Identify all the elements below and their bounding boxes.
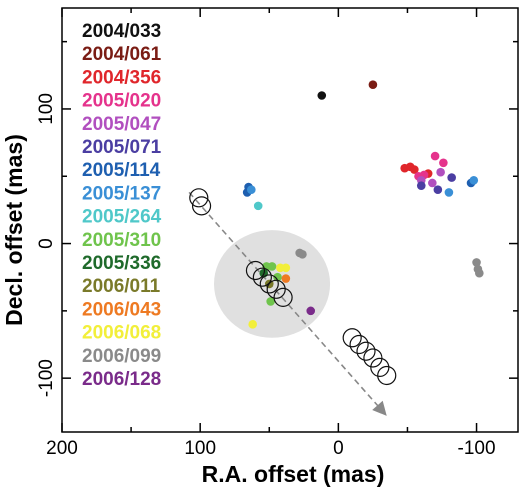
data-point-2005-071: [433, 185, 443, 195]
y-axis-label: Decl. offset (mas): [1, 134, 27, 326]
open-circle-marker: [252, 267, 272, 287]
x-tick-label: -100: [458, 438, 496, 459]
data-point-2006-099: [475, 268, 484, 278]
open-circle-marker: [377, 365, 397, 386]
legend-entry-2005-137: 2005/137: [82, 183, 161, 204]
data-point-2004-061: [368, 80, 378, 90]
open-circle-marker: [259, 274, 279, 294]
data-point-2005-020: [430, 151, 440, 161]
legend-entry-2006-068: 2006/068: [82, 323, 161, 344]
legend-entry-2004-061: 2004/061: [82, 44, 162, 65]
legend-entry-2005-114: 2005/114: [82, 160, 161, 181]
data-point-2004-356: [410, 165, 419, 174]
legend-entry-2004-033: 2004/033: [82, 21, 161, 42]
data-point-2006-043: [281, 274, 291, 283]
data-point-2005-071: [447, 173, 456, 182]
data-point-2005-264: [253, 201, 263, 211]
data-point-2006-068: [248, 320, 257, 329]
open-circle-marker: [356, 341, 376, 361]
plot-frame: [61, 7, 519, 433]
data-point-2006-128: [306, 306, 316, 316]
legend-entry-2005-336: 2005/336: [82, 253, 161, 274]
legend-entry-2005-264: 2005/264: [82, 207, 162, 228]
open-circle-marker: [342, 328, 362, 348]
data-point-2005-071: [416, 181, 426, 190]
open-circle-marker: [266, 279, 286, 299]
data-point-2006-068: [281, 263, 291, 273]
plot-area: 200 100 0 -100 100 0 -100: [36, 7, 519, 459]
data-point-2005-047: [428, 178, 437, 188]
legend-entry-2005-310: 2005/310: [82, 230, 161, 251]
x-tick-label: 200: [46, 438, 78, 459]
data-point-2005-137: [444, 188, 454, 197]
data-point-2005-310: [267, 262, 277, 271]
data-point-2005-137: [469, 175, 479, 185]
open-circle-marker: [363, 348, 383, 368]
x-tick-label: 0: [333, 438, 344, 459]
legend-entry-2006-043: 2006/043: [82, 299, 161, 320]
legend-entry-2005-047: 2005/047: [82, 114, 161, 135]
open-circle-marker: [191, 196, 212, 216]
legend-entry-2004-356: 2004/356: [82, 67, 161, 88]
x-axis-label: R.A. offset (mas): [202, 461, 385, 487]
data-point-2005-137: [247, 185, 256, 195]
data-point-2006-099: [298, 250, 307, 259]
y-tick-label: -100: [36, 359, 57, 397]
y-tick-label: 0: [36, 238, 57, 249]
data-point-2005-047: [436, 167, 445, 177]
open-circle-marker: [370, 357, 390, 377]
x-tick-label: 100: [184, 438, 216, 459]
open-circle-marker: [273, 287, 293, 307]
legend-entry-2006-128: 2006/128: [82, 369, 161, 390]
data-point-2005-310: [273, 272, 282, 282]
legend-entry-2005-071: 2005/071: [82, 137, 162, 158]
arrow-head: [372, 400, 387, 416]
data-point-2006-099: [472, 258, 481, 267]
open-circle-marker: [189, 188, 209, 208]
y-tick-label: 100: [36, 93, 57, 125]
legend-entry-2005-020: 2005/020: [82, 91, 161, 112]
open-circle-marker: [349, 334, 369, 355]
data-point-2004-033: [317, 91, 327, 100]
data-point-2005-020: [439, 158, 448, 168]
legend-entry-2006-011: 2006/011: [82, 276, 161, 297]
legend-entry-2006-099: 2006/099: [82, 346, 161, 367]
data-point-2005-310: [266, 297, 275, 306]
open-circle-marker: [245, 260, 266, 281]
